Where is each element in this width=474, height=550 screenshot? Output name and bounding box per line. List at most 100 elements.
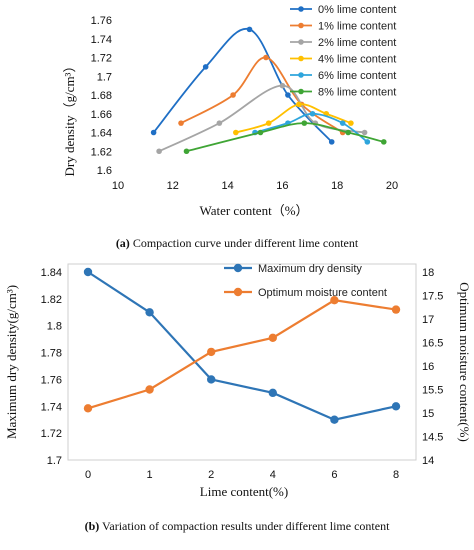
chart-b-y-tick-label: 1.82 [41,294,62,306]
chart-b-x-tick-label: 0 [85,469,91,481]
chart-b-y2-tick-label: 16.5 [422,338,443,350]
chart-a-x-tick-label: 12 [167,180,179,192]
chart-b-plot-border [67,263,417,461]
chart-a-legend-label: 0% lime content [318,4,396,16]
chart-a-data-point [183,148,190,155]
chart-a-data-point [202,64,209,70]
chart-b-y2-tick-label: 18 [422,267,434,279]
chart-b-data-point [330,415,339,424]
chart-b-x-tick-label: 6 [331,469,337,481]
chart-a-y-tick-label: 1.74 [91,34,112,46]
chart-a-data-point [230,92,236,98]
chart-a-y-tick-label: 1.68 [91,90,112,102]
chart-a-data-point [156,148,162,155]
chart-a-x-axis-label: Water content（%） [199,203,308,218]
chart-a-y-tick-label: 1.7 [97,71,112,83]
chart-a-legend-marker [298,88,304,95]
chart-b-caption-text: Variation of compaction results under di… [99,519,390,533]
chart-a-caption-label: (a) [116,236,130,250]
chart-a-y-tick-label: 1.62 [91,146,112,158]
chart-a-data-point [257,129,264,136]
chart-a-data-point [309,110,316,117]
chart-b-y2-axis-label: Optimum moisture content(%) [457,282,472,442]
chart-a-data-point [150,129,157,136]
chart-a-data-point [263,54,269,61]
chart-b-x-axis-label: Lime content(%) [200,484,288,499]
chart-b-y-tick-label: 1.84 [41,267,62,279]
chart-a-legend-label: 6% lime content [318,70,396,82]
chart-a-series-line-4 [254,112,368,143]
chart-a-caption: (a) Compaction curve under different lim… [116,236,359,250]
chart-a-data-point [328,139,335,145]
chart-b-y-tick-label: 1.76 [41,374,62,386]
chart-a-data-point [178,120,184,126]
chart-b-x-tick-label: 1 [147,469,153,481]
chart-b-y2-tick-label: 15.5 [422,385,443,397]
chart-a-legend-marker [298,6,304,12]
chart-b-y-tick-label: 1.74 [41,401,62,413]
chart-a-data-point [265,120,272,126]
chart-a-legend-label: 1% lime content [318,21,396,33]
chart-b-data-point [268,388,277,398]
chart-a-data-point [339,120,346,126]
chart-b-series-line-0 [87,271,397,421]
chart-a-data-point [361,129,368,136]
chart-a-data-point [345,129,351,136]
chart-a: 1.6 1.62 1.64 1.66 1.68 1.7 1.72 1.74 1.76 10 12 14… [62,4,398,250]
chart-a-x-tick-label: 14 [221,180,233,192]
chart-a-y-tick-label: 1.72 [91,53,112,65]
chart-a-y-tick-label: 1.66 [91,109,112,121]
chart-a-data-point [285,92,291,98]
chart-b-legend-marker [233,263,243,273]
chart-a-y-tick-label: 1.64 [91,128,112,140]
chart-b-data-point [145,308,154,317]
chart-b-legend-label: Optimum moisture content [258,287,387,299]
chart-a-data-point [380,139,387,145]
chart-a-data-point [216,120,223,126]
chart-a-data-point [296,101,302,108]
chart-b-y-tick-label: 1.78 [41,348,62,360]
chart-b-x-tick-label: 8 [393,469,399,481]
chart-b-y-tick-label: 1.7 [47,455,62,467]
chart-a-series-line-5 [186,122,385,153]
chart-b-x-tick-label: 4 [270,469,276,481]
chart-a-x-tick-label: 18 [331,180,343,192]
chart-a-legend-label: 2% lime content [318,37,396,49]
chart-a-data-point [246,26,253,33]
chart-a-caption-text: Compaction curve under different lime co… [130,236,359,250]
chart-b: 1.71.721.741.761.781.81.821.841414.51515… [4,263,472,533]
chart-a-y-tick-label: 1.6 [97,165,112,177]
chart-b-data-point [207,347,216,357]
chart-a-legend-label: 4% lime content [318,54,396,66]
chart-b-x-tick-label: 2 [208,469,214,481]
chart-a-x-tick-label: 20 [386,180,398,192]
chart-a-legend-label: 8% lime content [318,87,396,99]
chart-a-x-tick-label: 10 [112,180,124,192]
chart-a-data-point [348,120,354,126]
chart-a-legend-marker [298,55,304,62]
chart-b-caption-label: (b) [85,519,100,533]
chart-a-legend-marker [298,72,304,78]
chart-a-legend-marker [298,22,304,29]
chart-b-caption: (b) Variation of compaction results unde… [85,519,390,533]
chart-b-y2-tick-label: 15 [422,408,434,420]
chart-b-y-tick-label: 1.8 [47,321,62,333]
chart-a-legend-marker [298,39,304,45]
chart-b-series-line-1 [87,299,397,410]
chart-b-data-point [330,296,339,305]
chart-b-y2-tick-label: 17 [422,314,434,326]
chart-a-data-point [364,139,371,145]
chart-b-y2-tick-label: 14 [422,455,434,467]
chart-b-y-tick-label: 1.72 [41,428,62,440]
chart-b-data-point [391,402,401,411]
chart-b-data-point [83,404,93,413]
chart-a-data-point [233,129,239,136]
chart-b-legend-label: Maximum dry density [258,263,362,275]
chart-b-y2-tick-label: 14.5 [422,432,443,444]
chart-b-legend-marker [233,287,243,297]
chart-a-y-axis-label: Dry density（g/cm³） [62,60,77,177]
chart-b-data-point [391,305,401,314]
chart-b-data-point [268,333,277,342]
chart-a-x-tick-label: 16 [276,180,288,192]
chart-b-data-point [207,375,216,384]
